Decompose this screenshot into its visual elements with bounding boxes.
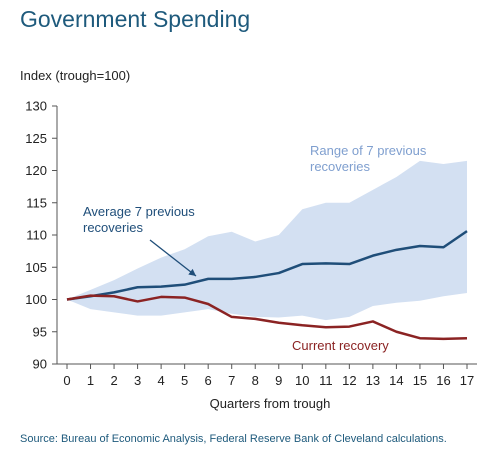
y-axis-label: Index (trough=100) <box>20 68 131 83</box>
y-tick-label: 100 <box>25 292 47 307</box>
range-annotation-line: recoveries <box>310 159 370 174</box>
current-recovery-line <box>66 294 468 341</box>
x-tick-label: 12 <box>342 373 356 388</box>
y-tick-label: 110 <box>26 228 47 243</box>
current-annotation: Current recovery <box>292 338 389 353</box>
x-tick-label: 14 <box>389 373 403 388</box>
y-tick-label: 115 <box>26 195 47 210</box>
x-tick-label: 8 <box>252 373 259 388</box>
x-axis-label: Quarters from trough <box>0 396 504 411</box>
range-annotation-line: Range of 7 previous <box>310 143 427 158</box>
x-tick-label: 17 <box>460 373 474 388</box>
y-tick-label: 90 <box>33 357 47 372</box>
average-annotation-arrow <box>149 239 197 277</box>
x-tick-label: 6 <box>205 373 212 388</box>
range-annotation: Range of 7 previous recoveries <box>310 143 427 174</box>
y-tick-label: 105 <box>25 260 47 275</box>
average-annotation-arrowhead <box>188 268 196 276</box>
average-annotation-line: recoveries <box>83 220 143 235</box>
y-tick-label: 95 <box>33 324 47 339</box>
average-annotation: Average 7 previous recoveries <box>83 204 195 235</box>
average-annotation-line: Average 7 previous <box>83 204 195 219</box>
x-tick-label: 16 <box>436 373 450 388</box>
y-tick-label: 120 <box>25 163 47 178</box>
x-tick-label: 4 <box>158 373 165 388</box>
current-annotation-line: Current recovery <box>292 338 389 353</box>
range-band <box>67 160 467 321</box>
y-tick-label: 130 <box>25 99 47 114</box>
x-tick-label: 0 <box>63 373 70 388</box>
x-tick-label: 11 <box>319 373 333 388</box>
x-tick-label: 3 <box>134 373 141 388</box>
x-tick-label: 1 <box>87 373 94 388</box>
x-axis-label-text: Quarters from trough <box>209 396 331 411</box>
source-note: Source: Bureau of Economic Analysis, Fed… <box>20 433 447 445</box>
x-tick-label: 10 <box>295 373 309 388</box>
y-tick-label: 125 <box>25 131 47 146</box>
chart-title: Government Spending <box>20 6 251 32</box>
x-tick-label: 13 <box>366 373 380 388</box>
x-tick-label: 5 <box>181 373 188 388</box>
average-recovery-line <box>66 230 468 301</box>
x-tick-label: 9 <box>275 373 282 388</box>
x-tick-label: 2 <box>110 373 117 388</box>
x-tick-label: 15 <box>413 373 427 388</box>
x-tick-label: 7 <box>228 373 235 388</box>
